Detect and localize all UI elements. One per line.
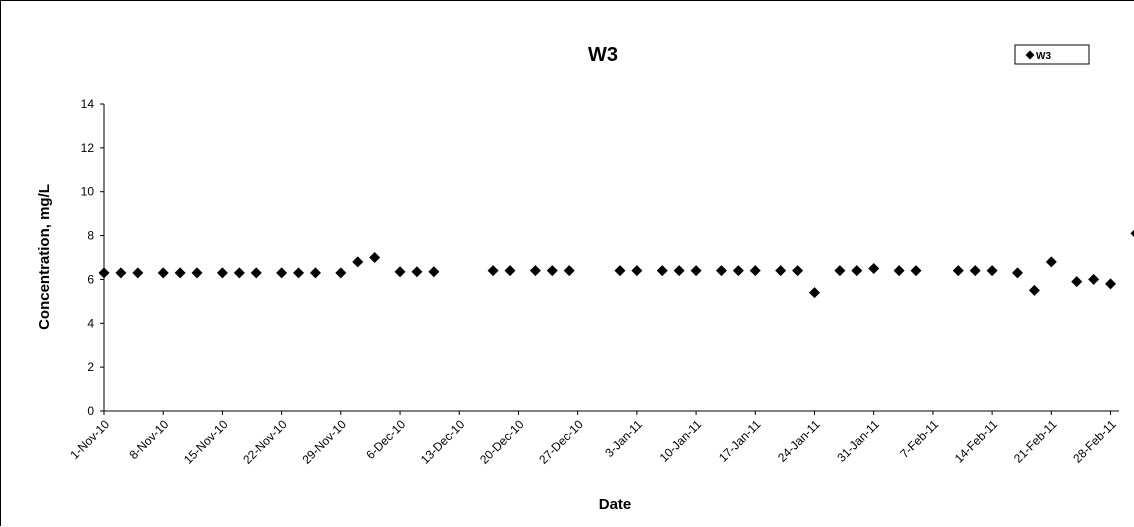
x-tick-label: 6-Dec-10 [363, 417, 408, 462]
data-point [276, 267, 287, 278]
x-tick-label: 3-Jan-11 [602, 417, 645, 460]
legend-label: W3 [1036, 51, 1051, 62]
legend: W3 [1015, 45, 1089, 64]
data-point [1088, 274, 1099, 285]
x-tick-label: 29-Nov-10 [299, 417, 349, 467]
x-tick-label: 31-Jan-11 [834, 417, 882, 465]
data-point [488, 265, 499, 276]
x-axis-title: Date [599, 496, 632, 513]
data-points [99, 228, 1134, 298]
data-point [631, 265, 642, 276]
data-point [547, 265, 558, 276]
data-point [564, 265, 575, 276]
data-point [411, 266, 422, 277]
data-point [674, 265, 685, 276]
y-tick-label: 6 [87, 272, 94, 286]
x-tick-label: 27-Dec-10 [536, 417, 586, 467]
x-tick-label: 15-Nov-10 [181, 417, 231, 467]
data-point [1130, 228, 1134, 239]
x-tick-label: 7-Feb-11 [897, 417, 941, 461]
data-point [987, 265, 998, 276]
data-point [234, 267, 245, 278]
x-tick-label: 10-Jan-11 [657, 417, 705, 465]
data-point [335, 267, 346, 278]
data-point [911, 265, 922, 276]
y-axis: 0 2 4 6 8 10 12 14 [81, 97, 104, 418]
data-point [750, 265, 761, 276]
data-point [792, 265, 803, 276]
data-point [310, 267, 321, 278]
data-point [115, 267, 126, 278]
x-tick-label: 22-Nov-10 [240, 417, 290, 467]
data-point [1012, 267, 1023, 278]
data-point [428, 266, 439, 277]
data-point [953, 265, 964, 276]
x-tick-label: 28-Feb-11 [1070, 417, 1119, 466]
data-point [733, 265, 744, 276]
data-point [894, 265, 905, 276]
data-point [614, 265, 625, 276]
chart-title: W3 [588, 44, 618, 66]
data-point [691, 265, 702, 276]
data-point [809, 287, 820, 298]
data-point [175, 267, 186, 278]
y-tick-label: 10 [81, 185, 95, 199]
y-tick-label: 12 [81, 141, 95, 155]
y-tick-label: 8 [87, 229, 94, 243]
data-point [158, 267, 169, 278]
x-tick-label: 20-Dec-10 [477, 417, 527, 467]
data-point [1105, 278, 1116, 289]
y-tick-label: 2 [87, 360, 94, 374]
x-tick-label: 24-Jan-11 [775, 417, 823, 465]
x-tick-label: 21-Feb-11 [1011, 417, 1060, 466]
data-point [530, 265, 541, 276]
x-tick-label: 17-Jan-11 [716, 417, 764, 465]
data-point [217, 267, 228, 278]
data-point [352, 256, 363, 267]
data-point [970, 265, 981, 276]
data-point [99, 267, 110, 278]
data-point [1071, 276, 1082, 287]
data-point [395, 266, 406, 277]
y-tick-label: 4 [87, 316, 94, 330]
y-tick-label: 0 [87, 404, 94, 418]
data-point [1029, 285, 1040, 296]
data-point [657, 265, 668, 276]
y-tick-label: 14 [81, 97, 95, 111]
data-point [775, 265, 786, 276]
data-point [868, 263, 879, 274]
data-point [293, 267, 304, 278]
y-axis-title: Concentration, mg/L [36, 184, 53, 330]
data-point [716, 265, 727, 276]
data-point [834, 265, 845, 276]
x-tick-label: 13-Dec-10 [418, 417, 468, 467]
data-point [505, 265, 516, 276]
x-tick-label: 14-Feb-11 [952, 417, 1001, 466]
data-point [369, 252, 380, 263]
data-point [192, 267, 203, 278]
x-tick-label: 1-Nov-10 [67, 417, 112, 462]
x-axis: 1-Nov-10 8-Nov-1015-Nov-1022-Nov-1029-Nov… [67, 411, 1119, 467]
data-point [851, 265, 862, 276]
data-point [132, 267, 143, 278]
x-tick-label: 8-Nov-10 [127, 417, 172, 462]
data-point [251, 267, 262, 278]
data-point [1046, 256, 1057, 267]
